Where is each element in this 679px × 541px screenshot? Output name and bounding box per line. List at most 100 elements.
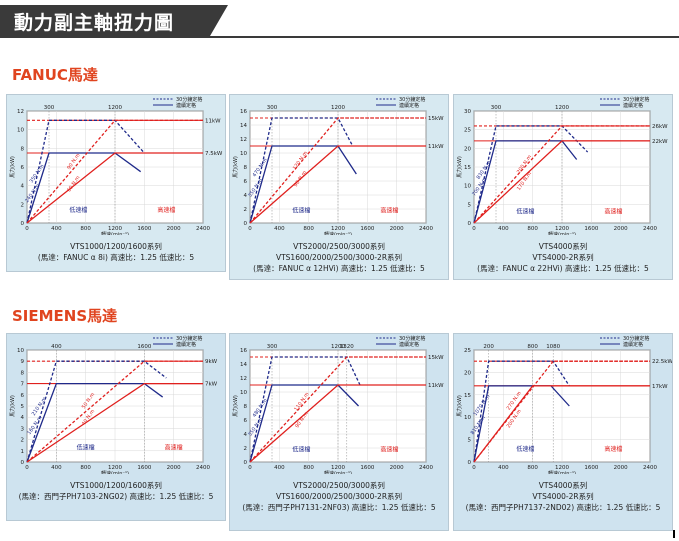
x-tick-label: 0 <box>248 226 252 232</box>
y-tick-label: 5 <box>468 438 472 444</box>
ref-line-label: 15kW <box>428 355 444 361</box>
zone-label-high: 高速檔 <box>380 207 398 215</box>
x-axis-label: 轉速(min⁻¹) <box>324 470 352 474</box>
chart-caption-line: VTS1600/2000/2500/3000-2R系列 <box>275 253 403 262</box>
y-tick-label: 20 <box>464 370 471 376</box>
y-tick-label: 15 <box>464 393 471 399</box>
zone-label-high: 高速檔 <box>380 446 398 454</box>
y-tick-label: 15 <box>464 165 471 171</box>
ref-line-label: 15kW <box>428 116 444 122</box>
zone-label-low: 低速檔 <box>77 444 95 452</box>
x-axis-label: 轉速(min⁻¹) <box>101 231 129 235</box>
chart-caption-line: VTS2000/2500/3000系列 <box>293 481 385 490</box>
x-tick-label: 2400 <box>419 465 433 471</box>
series-line-high-30min <box>249 117 426 224</box>
x-tick-label: 1200 <box>108 226 122 232</box>
ref-line-label: 11kW <box>428 383 444 389</box>
top-mark-label: 1200 <box>331 344 345 350</box>
chart-caption-line: VTS1000/1200/1600系列 <box>70 481 162 490</box>
x-tick-label: 800 <box>527 465 538 471</box>
series-line-high-30min <box>249 356 426 463</box>
y-tick-label: 3 <box>21 426 25 432</box>
zone-label-low: 低速檔 <box>69 206 87 214</box>
y-tick-label: 10 <box>240 390 247 396</box>
ref-line-label: 26kW <box>652 124 668 130</box>
series-line-low-30min <box>249 356 361 463</box>
series-line-low-30min <box>26 119 145 224</box>
y-tick-label: 9 <box>21 359 25 365</box>
x-tick-label: 1600 <box>584 226 598 232</box>
y-tick-label: 12 <box>17 109 24 115</box>
x-axis-label: 轉速(min⁻¹) <box>548 231 576 235</box>
y-tick-label: 5 <box>21 404 25 410</box>
x-axis-label: 轉速(min⁻¹) <box>324 231 352 235</box>
y-tick-label: 6 <box>21 393 25 399</box>
y-tick-label: 10 <box>17 348 24 354</box>
y-tick-label: 2 <box>21 438 25 444</box>
legend-label-continuous: 連續定格 <box>399 341 419 348</box>
y-tick-label: 6 <box>244 179 248 185</box>
x-tick-label: 2000 <box>614 465 628 471</box>
x-tick-label: 400 <box>498 465 509 471</box>
chart-caption-line: (馬達：西門子PH7131-2NF03) 高速比：1.25 低速比：5 <box>242 503 436 512</box>
y-axis-label: 馬力(kW) <box>9 156 16 178</box>
x-tick-label: 2400 <box>196 226 210 232</box>
y-tick-label: 0 <box>244 221 248 227</box>
y-tick-label: 2 <box>21 202 25 208</box>
top-mark-label: 400 <box>51 344 62 350</box>
x-tick-label: 800 <box>527 226 538 232</box>
top-mark-label: 1320 <box>340 344 354 350</box>
chart-caption-line: VTS4000-2R系列 <box>532 253 594 262</box>
zone-label-high: 高速檔 <box>157 206 175 214</box>
x-tick-label: 1200 <box>331 226 345 232</box>
y-tick-label: 10 <box>464 184 471 190</box>
series-line-low-30min <box>473 360 570 463</box>
y-tick-label: 30 <box>464 109 471 115</box>
x-tick-label: 2400 <box>196 465 210 471</box>
x-tick-label: 1600 <box>137 226 151 232</box>
chart-caption-line: VTS1600/2000/2500/3000-2R系列 <box>275 492 403 501</box>
chart-panel-fanuc-2: 0 2 4 6 8 10 12 14 16 0 400 800 1200 1600 2000 2400 300 1… <box>229 94 449 280</box>
legend-label-30min: 30分鐘定格 <box>399 335 425 342</box>
y-tick-label: 14 <box>240 123 247 129</box>
series-line-high-continuous <box>473 385 650 463</box>
zone-label-low: 低速檔 <box>516 445 534 453</box>
y-axis-label: 馬力(kW) <box>232 156 239 178</box>
ref-line-label: 9kW <box>205 359 218 365</box>
y-tick-label: 6 <box>244 418 248 424</box>
ref-line-label: 22.5kW <box>652 359 672 365</box>
series-line-low-continuous <box>473 140 578 224</box>
x-tick-label: 800 <box>303 226 314 232</box>
top-mark-label: 300 <box>491 105 502 111</box>
zone-label-low: 低速檔 <box>292 446 310 454</box>
chart-caption-line: (馬達：FANUC α 8i) 高速比：1.25 低速比：5 <box>37 253 195 262</box>
x-axis-label: 轉速(min⁻¹) <box>101 470 129 474</box>
y-tick-label: 8 <box>21 370 25 376</box>
chart-caption-line: (馬達：西門子PH7103-2NG02) 高速比：1.25 低速比：5 <box>18 492 214 501</box>
chart-caption-line: VTS4000-2R系列 <box>532 492 594 501</box>
chart-svg: 0 2 4 6 8 10 12 14 16 0 400 800 1200 1600 2000 2400 300 1… <box>232 96 444 235</box>
y-tick-label: 10 <box>464 415 471 421</box>
top-mark-label: 1600 <box>137 344 151 350</box>
zone-label-high: 高速檔 <box>604 208 622 216</box>
x-tick-label: 1600 <box>360 465 374 471</box>
chart-caption-line: VTS4000系列 <box>538 242 588 251</box>
x-tick-label: 2400 <box>643 465 657 471</box>
x-tick-label: 400 <box>51 465 62 471</box>
ref-line-label: 11kW <box>205 118 221 124</box>
x-tick-label: 2000 <box>614 226 628 232</box>
y-tick-label: 0 <box>21 221 25 227</box>
series-line-low-30min <box>249 117 354 224</box>
series-line-high-continuous <box>249 145 426 224</box>
x-tick-label: 400 <box>51 226 62 232</box>
header-bar <box>0 5 210 36</box>
y-tick-label: 0 <box>468 460 472 466</box>
chart-svg: 0 1 2 3 4 5 6 7 8 9 10 0 400 800 1200 1600 2000 2400 400 16… <box>9 335 218 474</box>
x-tick-label: 2000 <box>167 465 181 471</box>
x-tick-label: 2400 <box>419 226 433 232</box>
legend-label-continuous: 連續定格 <box>176 341 196 348</box>
y-tick-label: 4 <box>21 184 25 190</box>
x-axis-label: 轉速(min⁻¹) <box>548 470 576 474</box>
series-line-high-continuous <box>26 382 203 463</box>
y-tick-label: 25 <box>464 128 471 134</box>
